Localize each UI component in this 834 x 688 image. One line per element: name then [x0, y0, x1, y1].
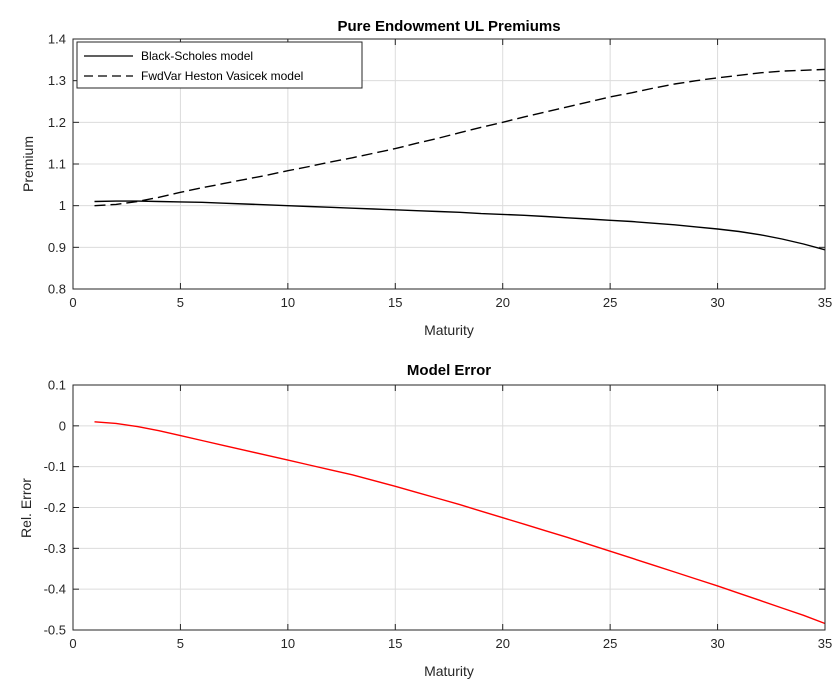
- y-tick-label: -0.1: [44, 459, 66, 474]
- y-axis-label: Premium: [20, 136, 36, 192]
- y-tick-label: 0.8: [48, 282, 66, 297]
- y-tick-label: 1.3: [48, 73, 66, 88]
- y-tick-label: 1.4: [48, 32, 66, 47]
- x-tick-label: 15: [388, 636, 402, 651]
- premiums-chart: 0 5 10 15 20 25 30 35 0.8 0.9 1 1.1 1.2 1.3 1.4 Pure E…: [20, 18, 832, 338]
- chart-title: Model Error: [407, 362, 491, 379]
- x-tick-label: 10: [281, 636, 295, 651]
- legend-label-fwdvar-heston-vasicek: FwdVar Heston Vasicek model: [141, 69, 303, 83]
- rel-error-line: [94, 421, 826, 625]
- chart-title: Pure Endowment UL Premiums: [337, 18, 560, 35]
- legend-label-black-scholes: Black-Scholes model: [141, 49, 253, 63]
- x-tick-label: 20: [495, 636, 509, 651]
- model-error-chart: 0 5 10 15 20 25 30 35 -0.5 -0.4 -0.3 -0.2 -0.1 0 0.1 M…: [18, 362, 832, 679]
- y-tick-label: -0.3: [44, 541, 66, 556]
- y-tick-label: 0.9: [48, 240, 66, 255]
- x-tick-label: 30: [710, 636, 724, 651]
- y-tick-label: 0: [59, 418, 66, 433]
- x-tick-label: 0: [69, 636, 76, 651]
- x-axis-label: Maturity: [424, 322, 474, 338]
- y-tick-label: 1.2: [48, 115, 66, 130]
- y-tick-label: 1: [59, 198, 66, 213]
- black-scholes-model-line: [94, 200, 826, 251]
- x-tick-label: 25: [603, 295, 617, 310]
- y-tick-label: 1.1: [48, 157, 66, 172]
- y-tick-label: -0.2: [44, 500, 66, 515]
- x-tick-label: 0: [69, 295, 76, 310]
- legend: Black-Scholes model FwdVar Heston Vasice…: [76, 41, 363, 89]
- y-tick-label: 0.1: [48, 378, 66, 393]
- x-tick-label: 15: [388, 295, 402, 310]
- x-axis-label: Maturity: [424, 663, 474, 679]
- x-tick-label: 35: [818, 636, 832, 651]
- y-tick-label: -0.4: [44, 582, 66, 597]
- x-tick-label: 20: [495, 295, 509, 310]
- y-tick-label: -0.5: [44, 623, 66, 638]
- x-tick-label: 5: [177, 636, 184, 651]
- x-tick-label: 30: [710, 295, 724, 310]
- x-tick-label: 10: [281, 295, 295, 310]
- fwdvar-heston-vasicek-model-line: [94, 68, 826, 207]
- x-tick-label: 25: [603, 636, 617, 651]
- x-tick-label: 5: [177, 295, 184, 310]
- y-axis-label: Rel. Error: [18, 478, 34, 538]
- x-tick-label: 35: [818, 295, 832, 310]
